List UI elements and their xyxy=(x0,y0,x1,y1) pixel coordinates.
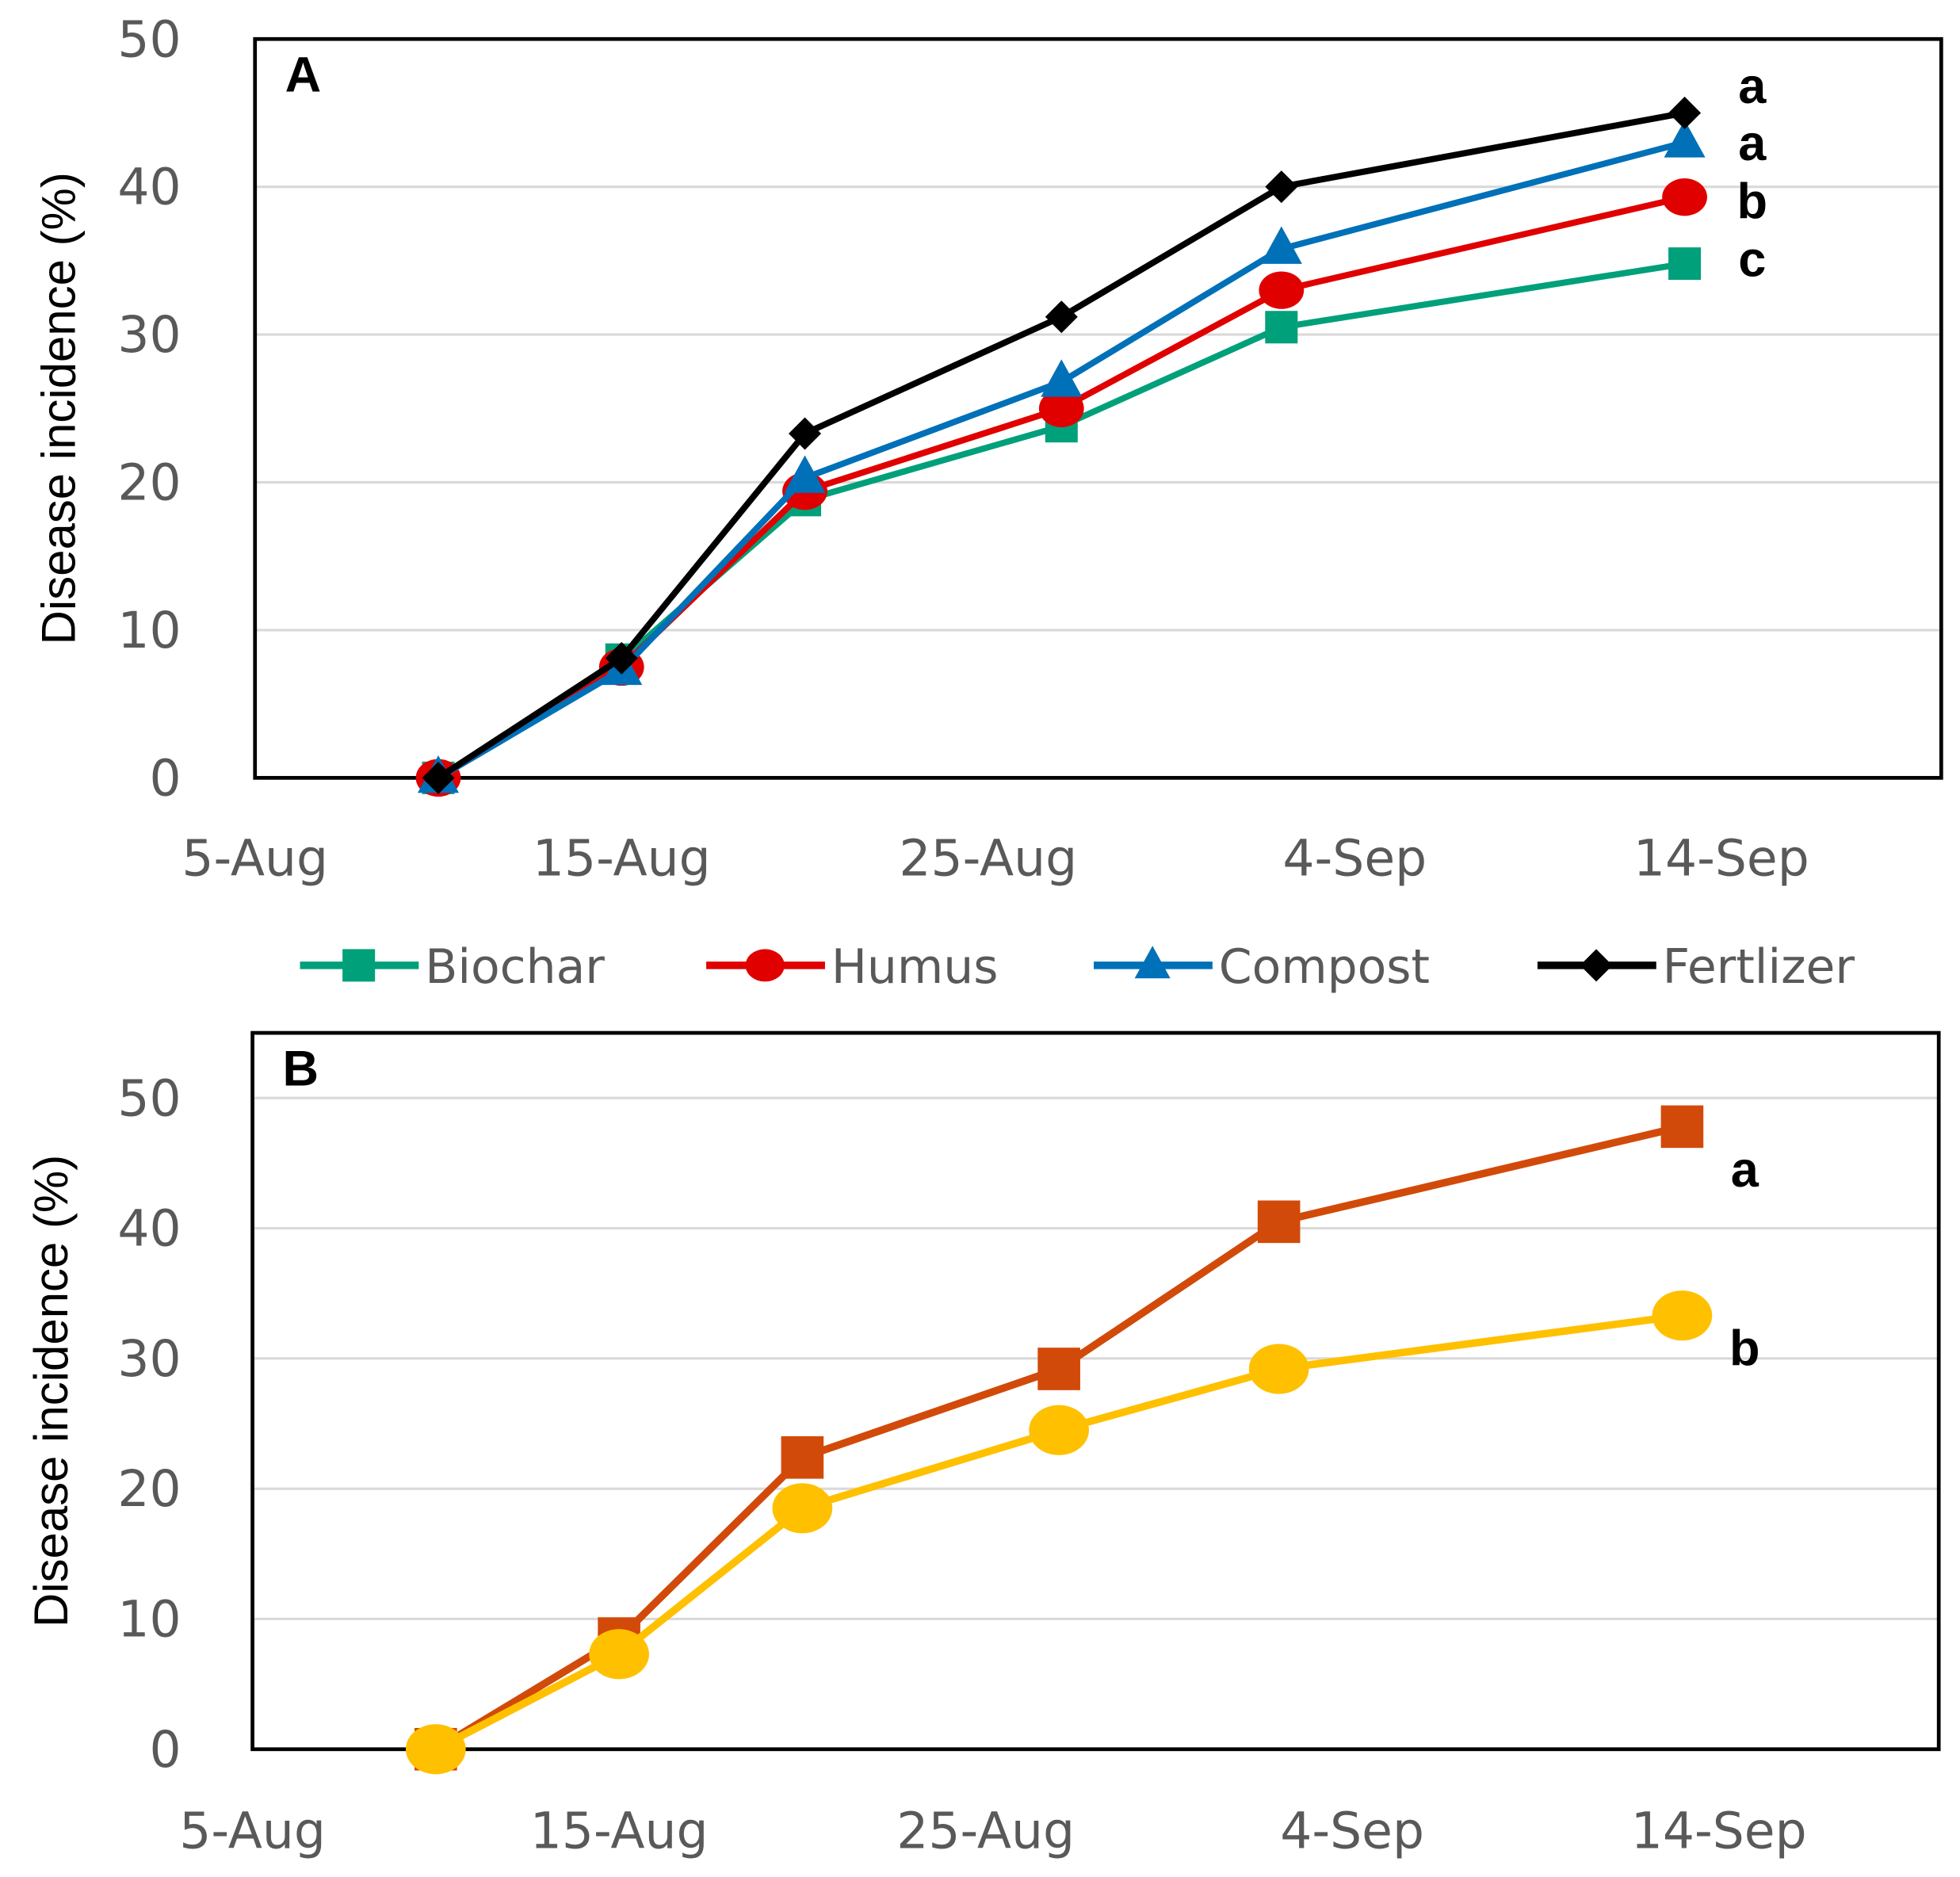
data-point xyxy=(1668,247,1702,281)
data-point xyxy=(1037,1348,1080,1390)
legend-diamond-icon xyxy=(1580,949,1613,982)
data-point xyxy=(1265,170,1298,204)
data-point xyxy=(784,455,826,493)
data-point xyxy=(405,1724,466,1775)
y-tick-label: 10 xyxy=(117,1590,181,1649)
y-tick-label: 0 xyxy=(150,1720,181,1779)
series-line xyxy=(436,260,1686,781)
panel-label: A xyxy=(285,47,322,102)
series-line xyxy=(434,1122,1683,1753)
data-point xyxy=(1259,271,1305,309)
data-point xyxy=(1038,389,1084,427)
significance-letter: a xyxy=(1738,59,1767,114)
series-humus: b xyxy=(415,174,1767,797)
series-line xyxy=(434,1311,1683,1753)
significance-letter: a xyxy=(1738,116,1767,171)
data-point xyxy=(1257,1200,1301,1244)
data-point xyxy=(605,641,638,675)
panel-b: 0 10 20 30 40 50 5-Aug 15-Aug 25-Aug 4-Sep 14-Sep B… xyxy=(25,1030,1941,1860)
data-point xyxy=(422,761,455,794)
legend-item: Humus xyxy=(706,939,998,995)
series-line xyxy=(437,139,1686,781)
y-tick-label: 0 xyxy=(150,748,181,807)
x-tick-label: 25-Aug xyxy=(896,1801,1075,1860)
data-point xyxy=(789,417,822,450)
legend-label: Compost xyxy=(1219,939,1430,995)
significance-letter: c xyxy=(1738,231,1766,287)
x-tick-label: 5-Aug xyxy=(179,1801,326,1860)
y-tick-label: 20 xyxy=(117,453,181,512)
x-tick-label: 14-Sep xyxy=(1631,1801,1807,1860)
data-point xyxy=(781,1435,824,1479)
data-point xyxy=(1660,1105,1704,1149)
legend-item: Compost xyxy=(1094,939,1430,995)
data-point xyxy=(1662,178,1707,216)
series-line xyxy=(436,193,1686,781)
significance-letter: b xyxy=(1736,174,1767,230)
legend-label: Fertlizer xyxy=(1663,939,1855,995)
x-tick-label: 15-Aug xyxy=(533,828,711,887)
series-biochar: c xyxy=(422,231,1766,794)
y-axis-label: Disease incidence (%) xyxy=(32,172,86,644)
data-point xyxy=(1652,1290,1713,1341)
data-point xyxy=(1260,226,1302,264)
plot-frame xyxy=(250,1030,1941,1752)
y-tick-label: 40 xyxy=(117,1199,181,1258)
y-tick-label: 30 xyxy=(117,305,181,364)
series-compost: a xyxy=(417,116,1767,793)
panel-a: 0 10 20 30 40 50 5-Aug 15-Aug 25-Aug 4-Sep 14-Sep A… xyxy=(32,10,1943,995)
data-point xyxy=(1248,1344,1309,1394)
y-tick-label: 50 xyxy=(117,10,181,68)
x-tick-label: 4-Sep xyxy=(1282,828,1427,887)
data-point xyxy=(1029,1405,1089,1455)
legend-label: Humus xyxy=(831,939,999,995)
legend: Biochar Humus Compost Fertlizer xyxy=(300,939,1855,995)
y-tick-label: 20 xyxy=(117,1459,181,1518)
plot-frame xyxy=(253,36,1943,780)
series-series-2: b xyxy=(405,1290,1760,1775)
y-tick-label: 40 xyxy=(117,158,181,216)
legend-circle-icon xyxy=(745,949,785,982)
legend-triangle-icon xyxy=(1134,946,1171,979)
data-point xyxy=(1265,311,1298,344)
panel-label: B xyxy=(282,1041,319,1096)
x-tick-label: 25-Aug xyxy=(899,828,1077,887)
x-tick-label: 14-Sep xyxy=(1633,828,1809,887)
data-point xyxy=(772,1483,833,1534)
y-tick-label: 10 xyxy=(117,601,181,659)
y-tick-label: 30 xyxy=(117,1329,181,1388)
significance-letter: a xyxy=(1731,1142,1759,1198)
data-point xyxy=(589,1629,649,1680)
x-tick-label: 15-Aug xyxy=(530,1801,709,1860)
series-fertlizer: a xyxy=(422,59,1767,794)
x-tick-label: 4-Sep xyxy=(1280,1801,1424,1860)
series-line xyxy=(436,109,1686,781)
data-point xyxy=(1041,359,1083,397)
data-point xyxy=(1668,96,1702,129)
y-axis-label: Disease incidence (%) xyxy=(25,1155,78,1627)
significance-letter: b xyxy=(1729,1321,1760,1377)
legend-label: Biochar xyxy=(425,939,605,995)
legend-item: Biochar xyxy=(300,939,605,995)
data-point xyxy=(1045,300,1078,334)
y-tick-label: 50 xyxy=(117,1068,181,1127)
data-point xyxy=(1664,120,1706,158)
x-tick-label: 5-Aug xyxy=(181,828,328,887)
legend-square-icon xyxy=(342,949,376,982)
legend-item: Fertlizer xyxy=(1537,939,1855,995)
